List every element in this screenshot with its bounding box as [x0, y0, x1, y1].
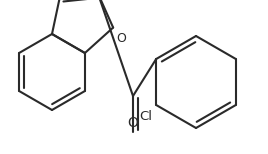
Text: Cl: Cl [139, 110, 152, 123]
Text: O: O [116, 32, 126, 45]
Text: O: O [128, 116, 139, 130]
